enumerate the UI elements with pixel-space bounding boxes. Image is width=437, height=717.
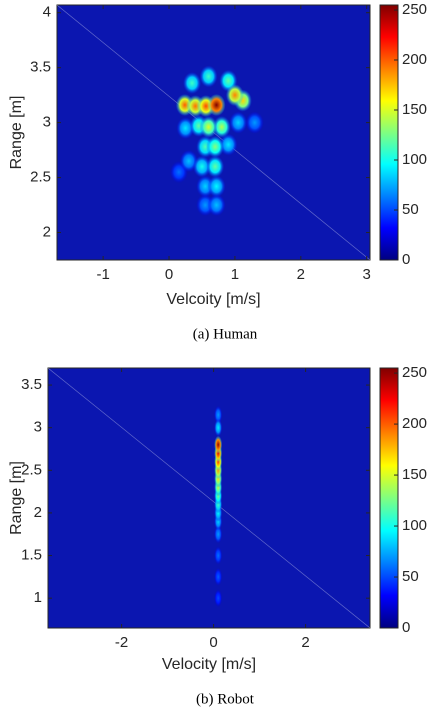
colorbar-tick-label: 200	[402, 51, 427, 68]
y-tick-label: 3	[43, 114, 51, 131]
intensity-peak	[207, 175, 226, 198]
colorbar-tick-label: 0	[402, 251, 410, 268]
x-tick-label: 2	[297, 266, 305, 283]
x-tick-label: 1	[231, 266, 239, 283]
x-tick-label: -2	[115, 634, 128, 651]
intensity-peak	[229, 111, 248, 134]
intensity-peak	[207, 194, 226, 217]
intensity-peak	[176, 117, 195, 140]
colorbar-tick-label: 100	[402, 151, 427, 168]
colorbar-tick-label: 150	[402, 101, 427, 118]
y-tick-label: 4	[43, 4, 51, 21]
artifact-line	[48, 368, 370, 628]
y-tick-label: 1.5	[21, 547, 42, 564]
intensity-peak	[214, 589, 223, 608]
colorbar-tick-label: 0	[402, 619, 410, 636]
intensity-peak	[183, 72, 202, 95]
y-tick-label: 3	[34, 419, 42, 436]
y-tick-label: 1	[34, 589, 42, 606]
colorbar	[379, 4, 399, 261]
intensity-peak	[199, 65, 218, 88]
colorbar-tick-label: 50	[402, 201, 419, 218]
intensity-peak	[199, 116, 218, 139]
colorbar	[379, 367, 399, 629]
colorbar-tick-label: 100	[402, 517, 427, 534]
intensity-peak	[214, 405, 223, 424]
x-tick-label: 3	[363, 266, 371, 283]
x-tick-label: 0	[209, 634, 217, 651]
colorbar-tick-label: 200	[402, 415, 427, 432]
x-tick-label: -1	[96, 266, 109, 283]
x-axis-label: Velcoity [m/s]	[166, 291, 260, 308]
y-tick-label: 2	[43, 223, 51, 240]
intensity-peak	[214, 546, 223, 565]
colorbar-tick-label: 150	[402, 466, 427, 483]
intensity-peak	[206, 135, 225, 158]
intensity-peak	[219, 133, 238, 156]
intensity-peak	[206, 155, 225, 178]
intensity-peak	[214, 418, 223, 437]
x-axis-label: Velocity [m/s]	[162, 656, 256, 673]
y-tick-label: 3.5	[30, 59, 51, 76]
intensity-peak	[214, 435, 223, 454]
colorbar-tick-label: 250	[402, 1, 427, 18]
intensity-peak	[207, 94, 226, 117]
heatmap	[57, 5, 370, 260]
heatmap	[48, 368, 370, 628]
y-tick-label: 3.5	[21, 376, 42, 393]
intensity-peak	[212, 116, 231, 139]
colorbar-tick-label: 250	[402, 364, 427, 381]
x-tick-label: 2	[301, 634, 309, 651]
y-axis-label: Range [m]	[8, 461, 25, 535]
y-tick-label: 2.5	[21, 461, 42, 478]
colorbar-tick-label: 50	[402, 568, 419, 585]
x-tick-label: 0	[165, 266, 173, 283]
y-axis-label: Range [m]	[8, 96, 25, 170]
intensity-peak	[245, 111, 264, 134]
y-tick-label: 2	[34, 504, 42, 521]
y-tick-label: 2.5	[30, 169, 51, 186]
caption: (b) Robot	[196, 691, 255, 707]
plot-area	[47, 367, 371, 629]
caption: (a) Human	[193, 326, 258, 342]
intensity-peak	[225, 84, 244, 107]
intensity-peak	[214, 525, 223, 544]
intensity-peak	[192, 155, 211, 178]
intensity-peak	[214, 567, 223, 586]
